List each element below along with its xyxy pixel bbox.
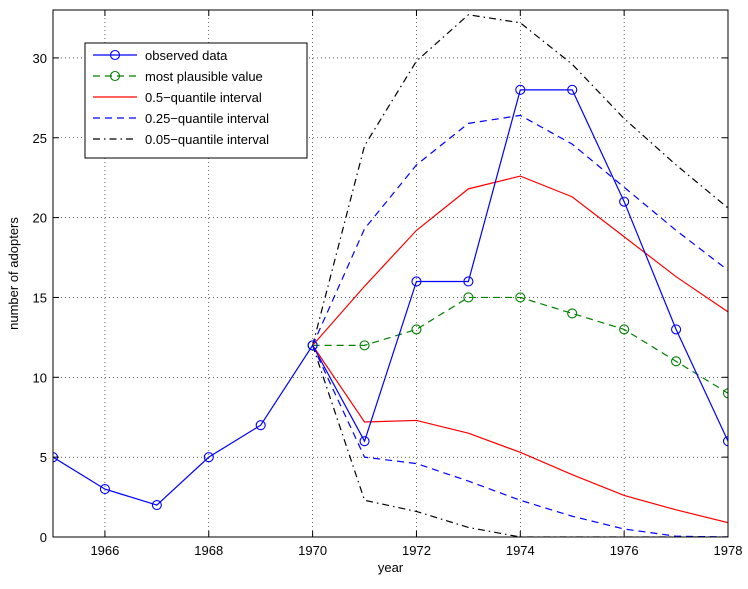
data-point (463, 276, 474, 287)
data-point (411, 324, 422, 335)
x-axis-label: year (378, 560, 404, 575)
series-line-upper (312, 114, 728, 346)
legend: observed data most plausible value 0.5−qua… (84, 42, 308, 159)
y-tick-label: 10 (33, 370, 47, 385)
y-tick-label: 0 (40, 530, 47, 545)
data-point (567, 84, 578, 95)
x-tick-label: 1974 (506, 543, 535, 558)
axis-ticks: 1966 1968 1970 1972 1974 1976 1978 0 5 10 15 20 25 30 (33, 10, 743, 558)
y-tick-label: 30 (33, 51, 47, 66)
series-line-upper (53, 89, 728, 506)
y-tick-label: 5 (40, 450, 47, 465)
x-tick-label: 1976 (610, 543, 639, 558)
series-line-upper (312, 14, 728, 346)
data-point (151, 500, 162, 511)
data-point (671, 324, 682, 335)
y-tick-label: 20 (33, 211, 47, 226)
series-line-upper (312, 296, 728, 394)
legend-label: 0.5−quantile interval (145, 90, 262, 105)
x-tick-label: 1972 (402, 543, 431, 558)
data-point (203, 452, 214, 463)
legend-marker (109, 70, 121, 82)
series-line-lower (312, 345, 728, 524)
data-point (671, 356, 682, 367)
data-point (359, 340, 370, 351)
series-layer (53, 14, 728, 537)
data-point (722, 436, 728, 447)
legend-label: observed data (145, 48, 228, 63)
legend-label: 0.05−quantile interval (145, 132, 269, 147)
x-tick-label: 1966 (90, 543, 119, 558)
y-tick-label: 25 (33, 131, 47, 146)
data-point (99, 484, 110, 495)
data-point (515, 292, 526, 303)
data-point (463, 292, 474, 303)
series-line-upper (312, 175, 728, 346)
data-point (567, 308, 578, 319)
data-point (307, 340, 318, 351)
legend-label: most plausible value (145, 69, 263, 84)
legend-label: 0.25−quantile interval (145, 111, 269, 126)
legend-marker (109, 49, 121, 61)
plot-frame (52, 9, 729, 538)
data-point (255, 420, 266, 431)
data-point (619, 324, 630, 335)
data-point (619, 196, 630, 207)
y-tick-label: 15 (33, 290, 47, 305)
x-tick-label: 1968 (194, 543, 223, 558)
x-tick-label: 1970 (298, 543, 327, 558)
data-point (515, 84, 526, 95)
data-point (359, 436, 370, 447)
data-point (411, 276, 422, 287)
data-point (722, 388, 728, 399)
y-axis-label: number of adopters (6, 217, 21, 330)
x-tick-label: 1978 (714, 543, 743, 558)
